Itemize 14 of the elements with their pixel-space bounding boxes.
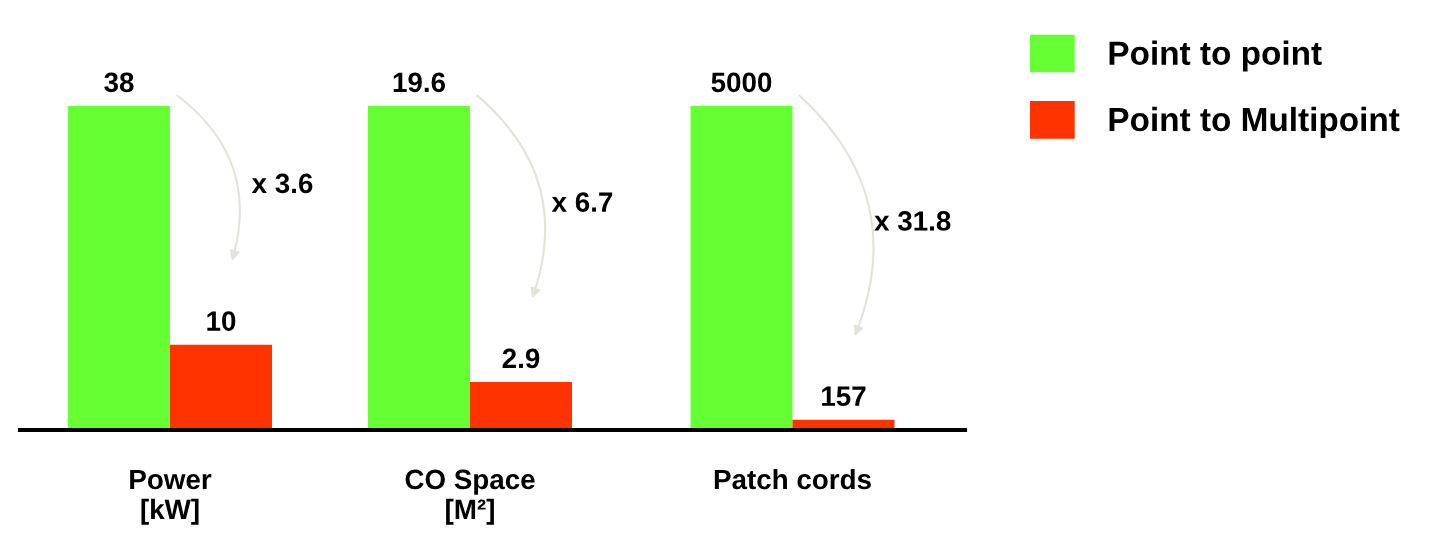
legend-label: Point to point xyxy=(1109,40,1322,72)
data-label: 10 xyxy=(207,311,236,331)
x-tick-label: Power [kW] xyxy=(130,469,212,525)
annotation: x 6.7 xyxy=(551,192,613,212)
x-tick-label: CO Space [M²] xyxy=(405,469,535,525)
annotation: x 3.6 xyxy=(251,173,313,194)
x-tick-label: Patch cords xyxy=(714,468,871,490)
legend-label: Point to Multipoint xyxy=(1109,106,1400,138)
data-label: 5000 xyxy=(711,72,772,93)
data-label: 38 xyxy=(104,72,134,93)
data-label: 2.9 xyxy=(502,348,540,369)
annotation: x 31.8 xyxy=(874,211,951,231)
data-label: 157 xyxy=(822,386,866,406)
data-label: 19.6 xyxy=(393,72,446,93)
